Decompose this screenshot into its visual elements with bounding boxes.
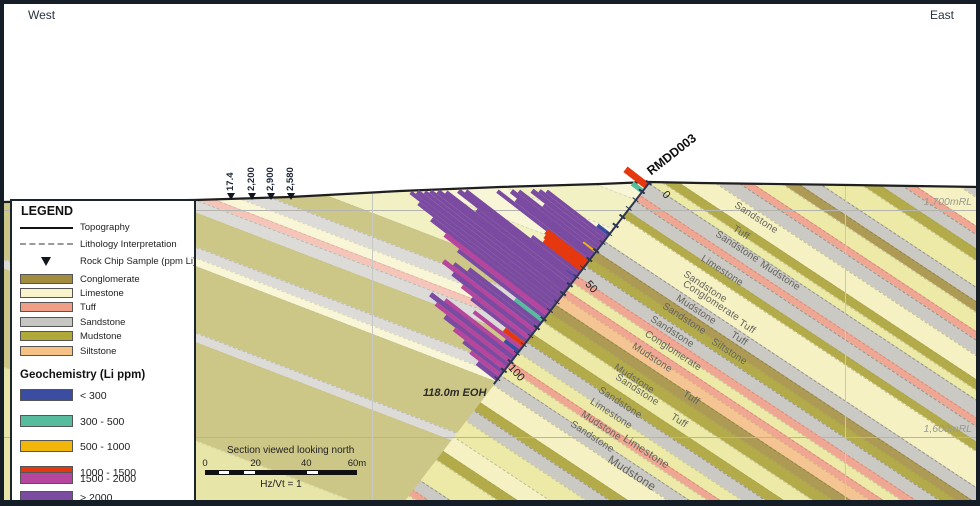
lithology-label: Siltstone: [80, 346, 117, 357]
scalebar-segment: [306, 470, 319, 475]
elevation-label-1700: 1,700mRL: [923, 196, 972, 208]
lithology-label: Tuff: [80, 302, 96, 313]
lithology-swatch: [20, 317, 73, 327]
lithology-swatch: [20, 288, 73, 298]
lithology-label: Conglomerate: [80, 274, 140, 285]
scalebar-tick-label: 60m: [347, 458, 367, 469]
rock-chip-triangle: [287, 193, 295, 200]
geochem-label: 1500 - 2000: [80, 473, 137, 485]
scalebar-caption: Section viewed looking north: [227, 445, 355, 456]
scalebar-tick-label: 40: [301, 458, 312, 469]
legend-symbol-label: Lithology Interpretation: [80, 239, 177, 250]
geochem-section-title: Geochemistry (Li ppm): [20, 369, 146, 381]
geochem-label: 1000 - 1500: [80, 466, 137, 479]
vertical-gridline: [845, 182, 846, 506]
lithology-swatch: [20, 274, 73, 284]
scalebar-segment: [205, 470, 218, 475]
rock-chip-symbol: [41, 257, 51, 266]
elevation-label-1600: 1,600mRL: [923, 423, 972, 435]
lithology-interp-symbol: [20, 243, 73, 245]
lithology-label: Limestone: [80, 288, 124, 299]
vertical-gridline: [372, 182, 373, 506]
rock-chip-value: 17.4: [225, 172, 236, 192]
geochem-label: 300 - 500: [80, 415, 125, 428]
legend-title: LEGEND: [21, 204, 74, 218]
geochem-swatch: [20, 440, 73, 452]
drillhole-name-label: RMDD003: [644, 131, 699, 178]
scalebar-tick-label: 20: [250, 458, 261, 469]
geochem-swatch: [20, 491, 73, 503]
scalebar-segment: [242, 470, 256, 475]
rock-chip-triangle: [267, 193, 275, 200]
scalebar-segment: [217, 470, 231, 475]
rock-chip-triangle: [248, 193, 256, 200]
geochem-swatch: [20, 389, 73, 401]
geochem-label: > 2000: [80, 492, 113, 504]
topography-symbol: [20, 227, 73, 229]
scalebar-segment: [318, 470, 357, 475]
geochem-label: < 300: [80, 390, 107, 402]
lithology-label: Mudstone: [80, 331, 122, 342]
geochem-label: 500 - 1000: [80, 441, 131, 453]
geochem-swatch: [20, 472, 73, 484]
rock-chip-value: 2,900: [265, 167, 276, 191]
scalebar-ratio: Hz/Vt = 1: [260, 479, 302, 490]
rock-chip-value: 2,580: [285, 167, 296, 191]
east-label: East: [929, 8, 954, 22]
scalebar-tick-label: 0: [202, 458, 208, 469]
lithology-label: Sandstone: [80, 317, 126, 328]
legend-symbol-label: Rock Chip Sample (ppm Li): [80, 256, 197, 267]
lithology-swatch: [20, 346, 73, 356]
legend-symbol-label: Topography: [80, 222, 130, 233]
lithology-swatch: [20, 331, 73, 341]
scalebar-segment: [230, 470, 243, 475]
geochem-swatch: [20, 414, 73, 427]
eoh-label: 118.0m EOH: [423, 387, 487, 399]
rock-chip-triangle: [227, 193, 235, 200]
west-label: West: [28, 8, 56, 22]
legend: LEGEND Topography Lithology Interpretatio…: [10, 199, 196, 504]
lithology-swatch: [20, 302, 73, 312]
elevation-gridline: [0, 437, 980, 438]
rock-chip-value: 2,200: [246, 167, 257, 191]
scalebar-segment: [255, 470, 307, 475]
